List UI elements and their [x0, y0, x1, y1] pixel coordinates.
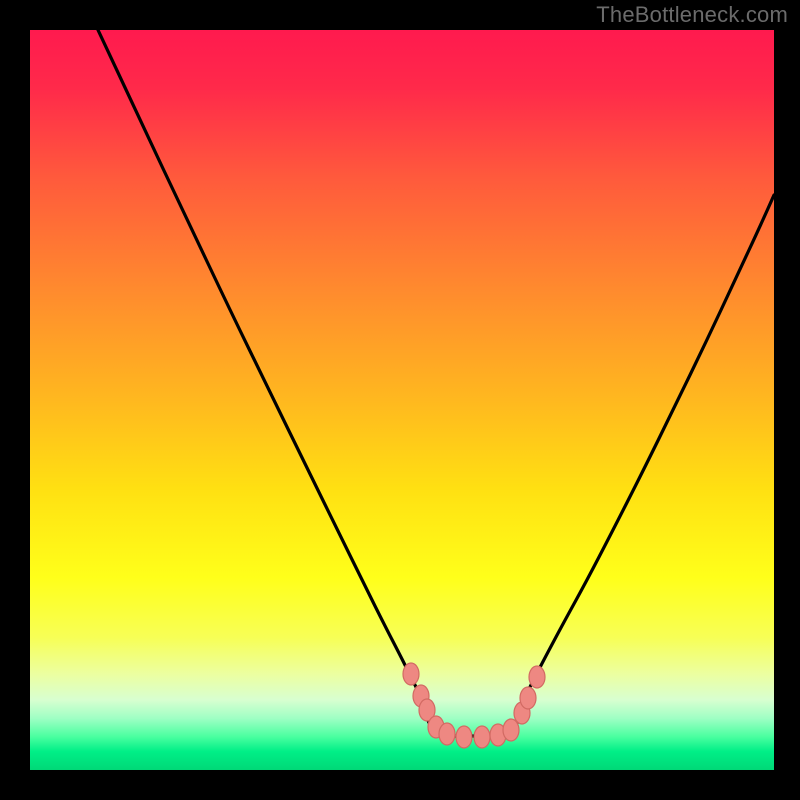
chart-frame: TheBottleneck.com	[0, 0, 800, 800]
trough-marker	[520, 687, 536, 709]
trough-marker	[439, 723, 455, 745]
watermark-text: TheBottleneck.com	[596, 2, 788, 28]
plot-area	[30, 30, 774, 770]
trough-marker	[456, 726, 472, 748]
trough-marker	[529, 666, 545, 688]
bottleneck-chart-svg	[30, 30, 774, 770]
trough-marker	[474, 726, 490, 748]
trough-marker	[403, 663, 419, 685]
trough-marker	[503, 719, 519, 741]
